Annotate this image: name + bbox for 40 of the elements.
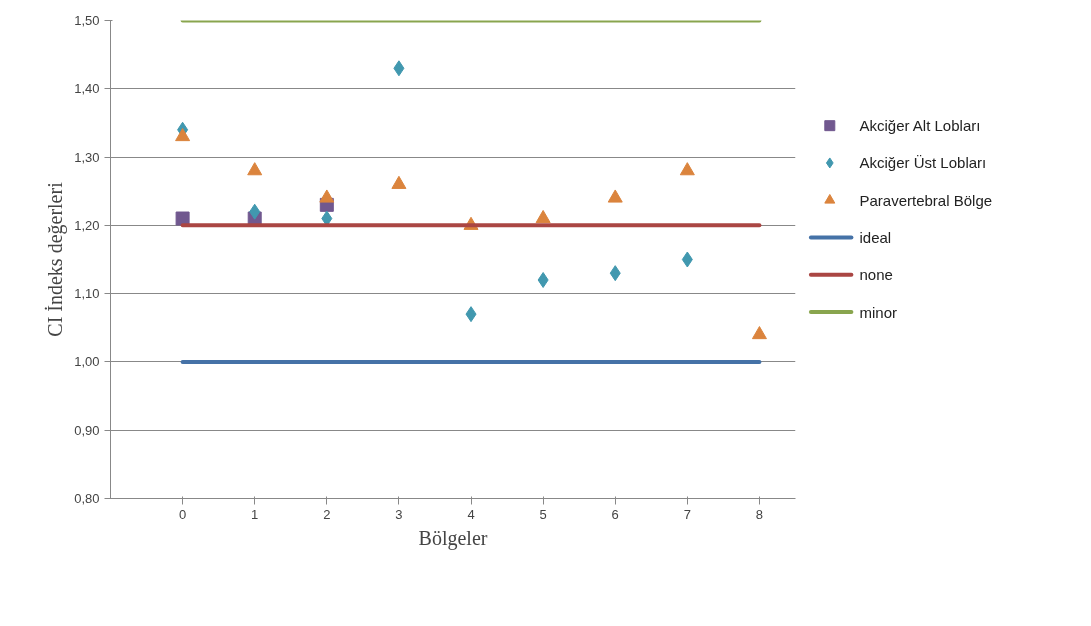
y-tick-label: 0,80 xyxy=(74,491,100,506)
x-tick-label: 7 xyxy=(683,506,691,522)
y-tick-label: 1,40 xyxy=(74,81,100,97)
point xyxy=(537,271,549,288)
point xyxy=(247,162,263,176)
point xyxy=(535,209,551,224)
x-tick-label: 2 xyxy=(323,506,331,522)
point xyxy=(609,265,621,282)
x-tick-label: 8 xyxy=(755,506,764,522)
legend-label: minor xyxy=(859,303,898,321)
point xyxy=(751,326,767,340)
legend-label: Akciğer Alt Lobları xyxy=(859,117,981,135)
point xyxy=(679,162,695,176)
x-tick-label: 3 xyxy=(395,506,403,522)
x-tick-label: 6 xyxy=(611,506,619,522)
y-tick-label: 1,20 xyxy=(74,217,100,233)
legend-label: ideal xyxy=(859,229,892,247)
point xyxy=(681,251,693,268)
x-tick-label: 0 xyxy=(178,506,187,522)
point xyxy=(175,128,191,142)
point xyxy=(175,211,190,226)
legend-label: none xyxy=(859,266,893,284)
point xyxy=(249,203,261,220)
legend-label: Paravertebral Bölge xyxy=(859,191,993,209)
point xyxy=(607,189,623,203)
x-tick-label: 5 xyxy=(539,506,547,522)
x-tick-label: 4 xyxy=(467,506,475,522)
x-tick-label: 1 xyxy=(251,506,259,522)
y-tick-label: 1,50 xyxy=(74,13,100,28)
y-tick-label: 0,90 xyxy=(74,422,100,438)
point xyxy=(465,306,477,323)
point xyxy=(319,189,335,203)
y-tick-label: 1,30 xyxy=(74,149,100,165)
y-tick-label: 1,10 xyxy=(74,286,100,302)
point xyxy=(393,60,405,77)
y-axis-title: CI İndeks değerleri xyxy=(44,181,68,337)
point xyxy=(391,175,407,189)
y-tick-label: 1,00 xyxy=(74,354,100,370)
x-axis-title: Bölgeler xyxy=(418,526,488,550)
legend-label: Akciğer Üst Lobları xyxy=(859,154,987,172)
